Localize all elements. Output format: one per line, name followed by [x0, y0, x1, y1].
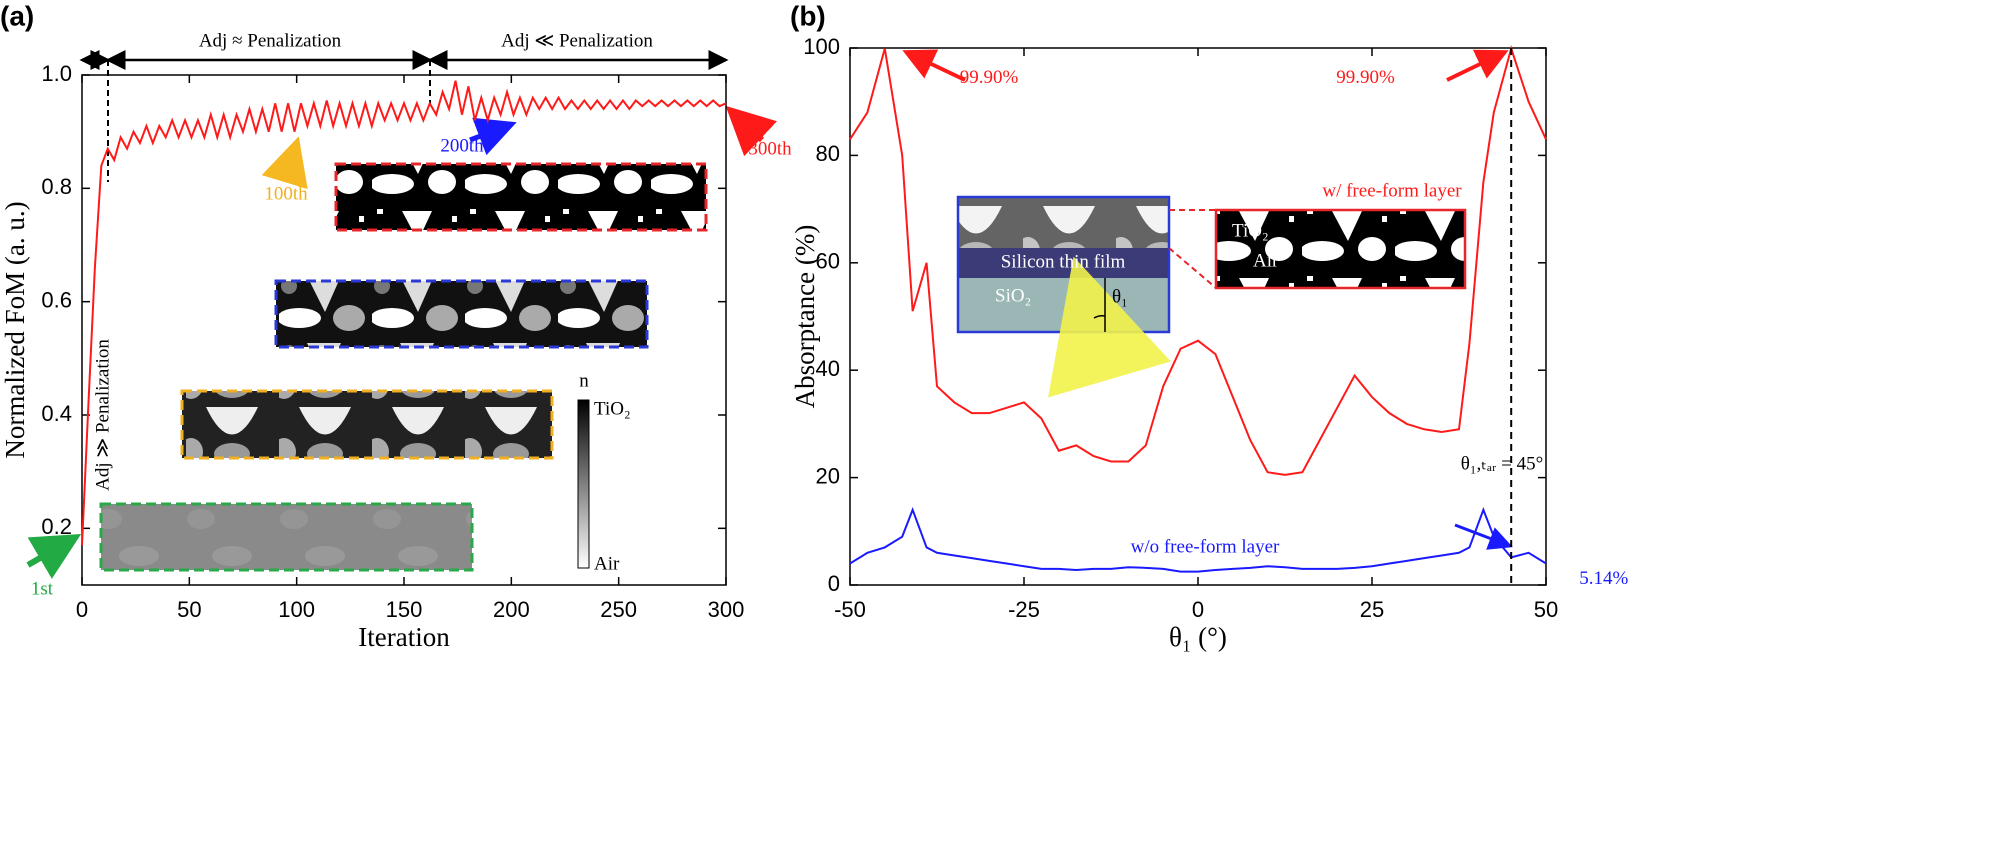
iteration-label: 100th — [264, 183, 308, 204]
inset-label: TiO₂ — [1232, 220, 1269, 241]
inset-label: Air — [1253, 250, 1279, 271]
x-tick-label: 25 — [1360, 597, 1384, 622]
x-tick-label: 0 — [76, 597, 88, 622]
phase-label: Adj ≈ Penalization — [199, 30, 342, 51]
x-axis-label: Iteration — [358, 622, 450, 652]
y-tick-label: 40 — [816, 356, 840, 381]
data-line — [849, 507, 1547, 573]
data-label: 99.90% — [960, 67, 1019, 88]
x-tick-label: -25 — [1008, 597, 1040, 622]
y-axis-label: Absorptance (%) — [790, 225, 820, 409]
x-tick-label: -50 — [834, 597, 866, 622]
y-axis-label: Normalized FoM (a. u.) — [0, 201, 30, 458]
data-line — [849, 45, 1547, 476]
panel-label: (a) — [0, 0, 34, 31]
insets-a — [26, 50, 778, 579]
inset-label: θ₁ — [1112, 286, 1128, 307]
legend-entry: w/ free-form layer — [1322, 180, 1462, 201]
y-tick-label: 0.8 — [41, 174, 72, 199]
legend-entry: w/o free-form layer — [1131, 536, 1280, 557]
y-tick-label: 0.2 — [41, 514, 72, 539]
data-label: 5.14% — [1579, 568, 1628, 589]
y-tick-label: 20 — [816, 463, 840, 488]
data-line — [81, 80, 727, 546]
annotations-b: (b) Silicon thin film SiO₂ θ₁ TiO₂ Air w… — [790, 0, 1462, 557]
y-tick-label: 0.4 — [41, 401, 72, 426]
x-axis-label: θ₁ (°) — [1169, 622, 1227, 652]
colorbar-label: TiO₂ — [594, 398, 631, 419]
x-tick-label: 300 — [708, 597, 745, 622]
x-tick-label: 50 — [177, 597, 201, 622]
iteration-label: 1st — [31, 578, 54, 599]
colorbar-title: n — [579, 370, 589, 391]
annotations-a: (a) Adj ≈ Penalization Adj ≪ Penalizatio… — [0, 0, 792, 599]
inset-label: Silicon thin film — [1001, 251, 1126, 272]
y-tick-label: 60 — [816, 249, 840, 274]
insets-b — [902, 49, 1513, 550]
x-tick-label: 200 — [493, 597, 530, 622]
target-label: θ₁,ₜₐᵣ = 45° — [1461, 453, 1543, 474]
y-tick-label: 100 — [803, 34, 840, 59]
x-tick-label: 0 — [1192, 597, 1204, 622]
plot-frame — [849, 47, 1547, 586]
y-tick-label: 0.6 — [41, 287, 72, 312]
inset-label: SiO₂ — [995, 285, 1031, 306]
x-tick-label: 100 — [278, 597, 315, 622]
colorbar-label: Air — [594, 553, 620, 574]
y-tick-label: 80 — [816, 141, 840, 166]
iteration-label: 300th — [748, 138, 792, 159]
y-tick-label: 0 — [828, 571, 840, 596]
iteration-label: 200th — [440, 135, 484, 156]
x-tick-label: 150 — [386, 597, 423, 622]
x-tick-label: 250 — [600, 597, 637, 622]
data-label: 99.90% — [1336, 67, 1395, 88]
y-tick-label: 1.0 — [41, 61, 72, 86]
phase-label: Adj ≫ Penalization — [92, 339, 113, 491]
x-tick-label: 50 — [1534, 597, 1558, 622]
panel-label: (b) — [790, 0, 826, 31]
phase-label: Adj ≪ Penalization — [501, 30, 653, 51]
